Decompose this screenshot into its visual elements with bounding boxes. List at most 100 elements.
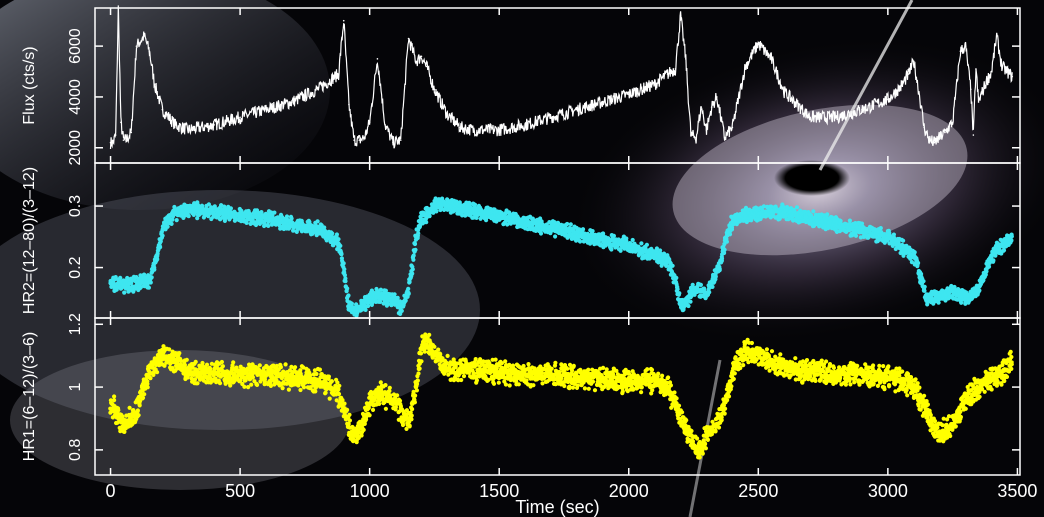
scatter-dot xyxy=(363,307,368,312)
scatter-dot xyxy=(298,387,303,393)
data-point xyxy=(337,241,341,245)
scatter-dot xyxy=(115,420,120,425)
scatter-dot xyxy=(337,383,342,388)
flux-data-point xyxy=(700,106,703,108)
scatter-dot xyxy=(417,366,422,371)
data-point xyxy=(679,302,683,306)
scatter-dot xyxy=(983,272,988,277)
scatter-dot xyxy=(729,227,735,232)
scatter-dot xyxy=(984,269,989,274)
scatter-dot xyxy=(367,413,372,418)
flux-data-point xyxy=(770,58,773,60)
flux-data-point xyxy=(627,93,630,96)
scatter-dot xyxy=(922,284,927,289)
y-tick-label: 0.2 xyxy=(67,256,84,278)
flux-data-point xyxy=(602,101,604,103)
scatter-dot xyxy=(570,368,575,373)
scatter-dot xyxy=(424,220,429,225)
scatter-dot xyxy=(686,303,691,309)
scatter-dot xyxy=(257,363,262,368)
scatter-dot xyxy=(329,379,334,384)
scatter-dot xyxy=(345,407,350,412)
scatter-dot xyxy=(136,413,141,418)
scatter-dot xyxy=(231,360,236,365)
scatter-dot xyxy=(255,382,260,387)
scatter-dot xyxy=(182,362,187,368)
scatter-dot xyxy=(707,290,712,295)
scatter-dot xyxy=(206,202,211,207)
flux-data-point xyxy=(959,50,962,52)
scatter-dot xyxy=(970,294,975,300)
scatter-dot xyxy=(959,300,964,305)
flux-data-point xyxy=(433,88,436,91)
scatter-dot xyxy=(155,370,160,375)
scatter-dot xyxy=(200,360,205,366)
scatter-dot xyxy=(568,222,573,227)
scatter-dot xyxy=(346,421,351,427)
scatter-dot xyxy=(670,263,675,268)
data-point xyxy=(497,215,501,219)
scatter-dot xyxy=(137,403,142,408)
scatter-dot xyxy=(266,223,271,228)
scatter-dot xyxy=(675,287,680,292)
scatter-dot xyxy=(378,380,383,385)
scatter-dot xyxy=(274,363,279,369)
data-point xyxy=(471,208,475,212)
scatter-dot xyxy=(553,234,558,239)
data-point xyxy=(394,299,398,303)
flux-data-point xyxy=(384,124,386,126)
scatter-dot xyxy=(293,365,298,370)
scatter-dot xyxy=(158,245,163,250)
flux-data-point xyxy=(716,96,718,98)
scatter-dot xyxy=(570,385,576,390)
scatter-dot xyxy=(219,359,224,365)
data-point xyxy=(414,235,418,239)
scatter-dot xyxy=(345,286,350,291)
scatter-dot xyxy=(250,375,255,380)
scatter-dot xyxy=(165,224,170,229)
scatter-dot xyxy=(387,388,392,394)
scatter-dot xyxy=(557,369,562,375)
scatter-dot xyxy=(722,247,727,252)
scatter-dot xyxy=(193,359,198,364)
data-point xyxy=(173,210,177,214)
scatter-dot xyxy=(228,206,233,211)
scatter-dot xyxy=(395,393,400,398)
scatter-dot xyxy=(552,363,558,368)
flux-data-point xyxy=(964,45,967,47)
scatter-dot xyxy=(580,227,586,232)
y-axis-label: Flux (cts/s) xyxy=(21,46,38,124)
scatter-dot xyxy=(1009,238,1014,243)
scatter-dot xyxy=(644,242,650,247)
scatter-dot xyxy=(361,427,366,432)
flux-data-point xyxy=(923,126,925,129)
data-point xyxy=(575,232,579,236)
scatter-dot xyxy=(142,392,147,397)
flux-data-point xyxy=(109,141,112,144)
data-point xyxy=(769,210,773,214)
scatter-dot xyxy=(378,299,383,304)
scatter-dot xyxy=(160,233,165,238)
scatter-dot xyxy=(359,433,364,438)
scatter-dot xyxy=(986,264,992,269)
scatter-dot xyxy=(491,381,497,386)
flux-data-point xyxy=(161,108,164,111)
scatter-dot xyxy=(467,202,472,207)
scatter-dot xyxy=(413,393,418,398)
data-point xyxy=(938,293,942,297)
flux-data-point xyxy=(213,124,215,126)
scatter-dot xyxy=(167,347,172,352)
scatter-dot xyxy=(445,353,450,358)
scatter-dot xyxy=(322,225,327,230)
y-tick-label: 0.3 xyxy=(67,195,84,217)
scatter-dot xyxy=(243,378,248,383)
scatter-dot xyxy=(936,300,941,305)
scatter-dot xyxy=(383,288,388,293)
flux-data-point xyxy=(918,91,920,93)
data-point xyxy=(925,296,929,300)
scatter-dot xyxy=(397,398,403,403)
scatter-dot xyxy=(278,365,283,370)
data-point xyxy=(212,210,216,214)
